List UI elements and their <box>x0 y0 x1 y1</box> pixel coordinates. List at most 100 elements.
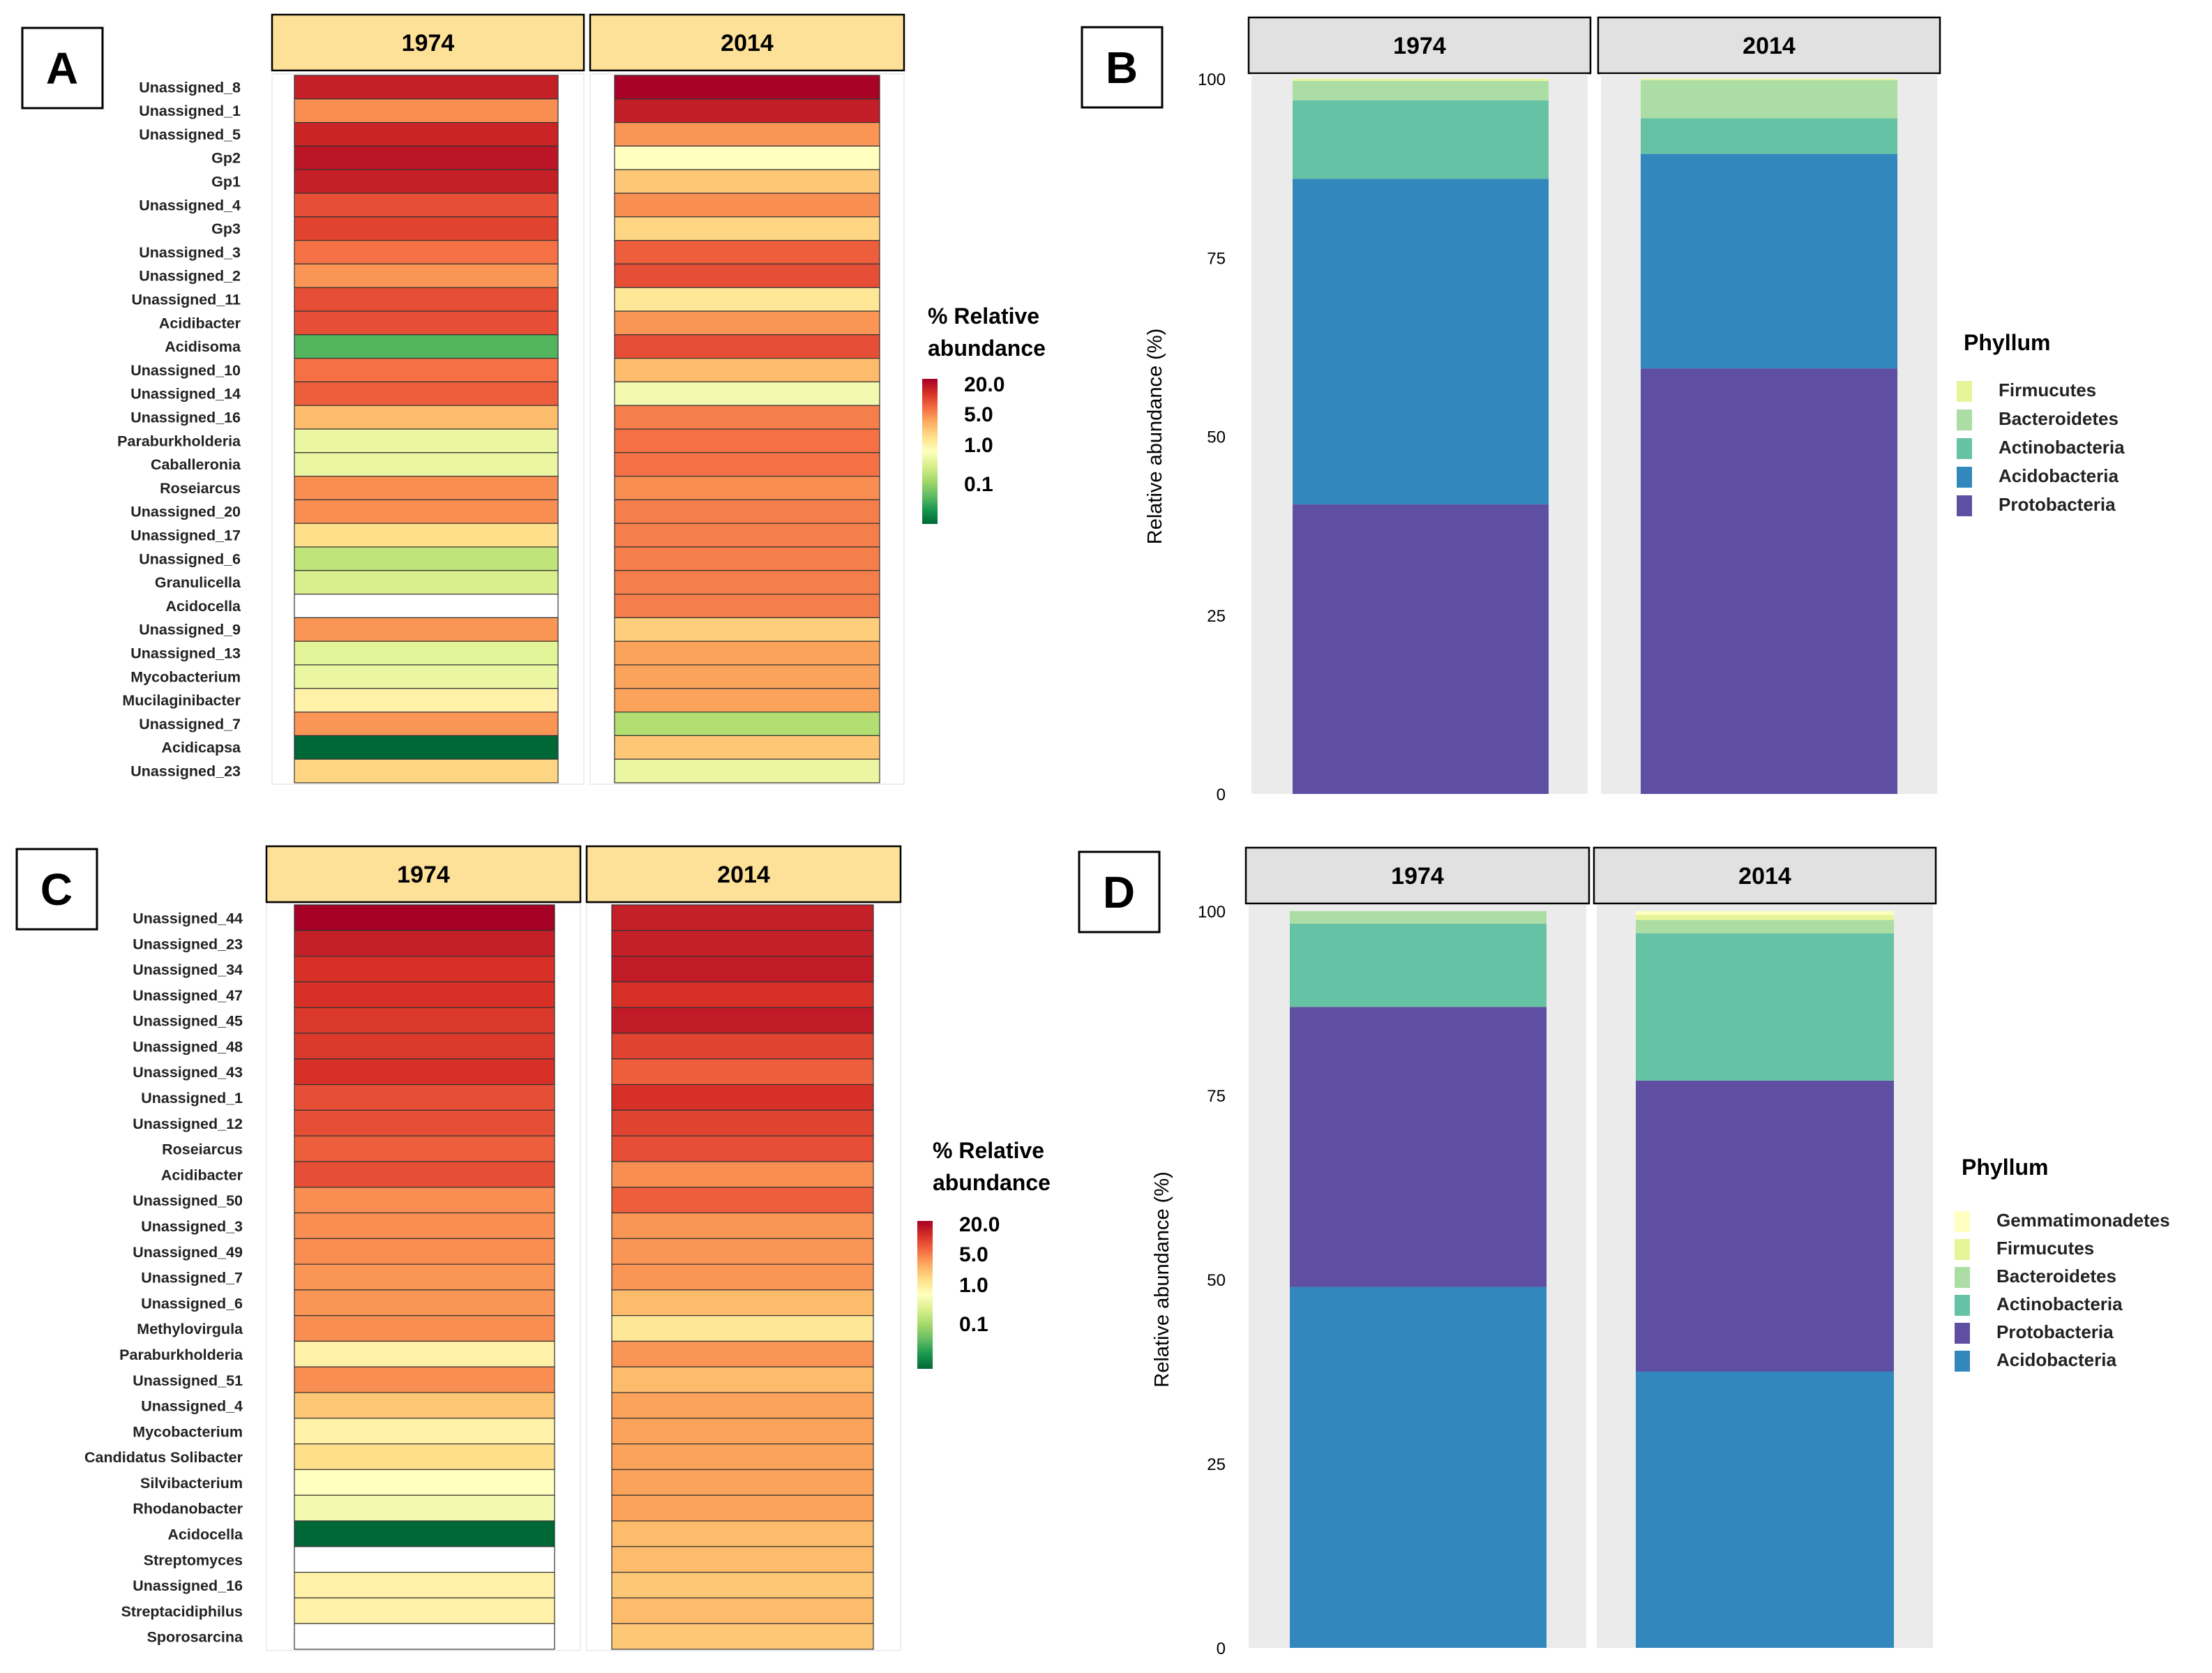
row-label: Unassigned_14 <box>130 386 241 403</box>
column-header-label: 1974 <box>402 30 455 57</box>
heatmap-panel-A: A 1974 2014 Unassigned_8 Unassigned_1 Unassig… <box>21 13 1046 785</box>
panel-letter: C <box>40 864 73 915</box>
row-label: Unassigned_47 <box>133 987 243 1004</box>
row-label: Unassigned_6 <box>141 1295 243 1312</box>
heatmap-cell <box>294 981 555 1008</box>
bar-segment-actinobacteria <box>1641 118 1897 154</box>
row-label: Roseiarcus <box>162 1141 243 1158</box>
heatmap-cell <box>614 428 880 453</box>
row-label: Gp2 <box>211 150 241 167</box>
legend-title: % Relative <box>933 1138 1044 1163</box>
heatmap-cell <box>294 1494 555 1522</box>
legend-swatch-bacteroidetes <box>1957 410 1972 430</box>
heatmap-cell <box>294 570 559 595</box>
heatmap-cell <box>611 1572 874 1599</box>
row-label: Streptacidiphilus <box>121 1603 243 1620</box>
heatmap-cell <box>294 193 559 218</box>
legend-title: abundance <box>928 336 1046 361</box>
panel-letter-box <box>21 27 104 110</box>
row-label: Acidocella <box>167 1526 243 1543</box>
row-label: Streptomyces <box>144 1552 243 1568</box>
panel-letter: A <box>46 43 78 93</box>
row-label: Mycobacterium <box>130 668 241 685</box>
row-label: Unassigned_43 <box>133 1064 243 1081</box>
row-label: Mycobacterium <box>133 1423 243 1440</box>
heatmap-cell <box>614 570 880 595</box>
heatmap-cell <box>294 357 559 382</box>
heatmap-cell <box>294 475 559 500</box>
y-tick-label: 75 <box>1207 1087 1226 1106</box>
y-tick-label: 75 <box>1207 249 1226 268</box>
heatmap-cell <box>294 546 559 571</box>
row-label: Unassigned_48 <box>133 1038 243 1055</box>
row-label: Gp3 <box>211 220 241 237</box>
row-label: Unassigned_23 <box>133 936 243 952</box>
row-label: Unassigned_23 <box>130 763 241 780</box>
heatmap-cell <box>294 1187 555 1214</box>
row-label: Silvibacterium <box>140 1475 243 1492</box>
row-label: Unassigned_10 <box>130 362 241 379</box>
column-header-2014 <box>585 845 902 903</box>
heatmap-cell <box>294 334 559 359</box>
row-label: Unassigned_4 <box>141 1398 243 1415</box>
heatmap-cell <box>611 955 874 982</box>
heatmap-cell <box>614 75 880 100</box>
heatmap-cell <box>611 1392 874 1419</box>
heatmap-cell <box>294 1597 555 1624</box>
panel-letter: B <box>1106 43 1138 93</box>
row-label: Unassigned_13 <box>130 645 241 662</box>
facet-header-label: 2014 <box>1738 863 1791 890</box>
row-label: Acidibacter <box>159 315 241 331</box>
heatmap-cell <box>614 452 880 477</box>
heatmap-cell <box>611 1263 874 1291</box>
heatmap-cell <box>611 1340 874 1367</box>
panel-letter-box <box>15 848 98 931</box>
bar-segment-acidobacteria <box>1290 1286 1547 1648</box>
bar-segment-acidobacteria <box>1636 1372 1894 1648</box>
heatmap-cell <box>611 1366 874 1393</box>
heatmap-cell <box>294 617 559 642</box>
heatmap-cell <box>294 1572 555 1599</box>
row-label: Acidocella <box>165 598 241 615</box>
row-label: Acidibacter <box>161 1166 243 1183</box>
heatmap-cell <box>294 405 559 430</box>
row-label: Unassigned_3 <box>141 1218 243 1235</box>
heatmap-cell <box>611 1161 874 1188</box>
heatmap-cell <box>611 1007 874 1034</box>
heatmap-cell <box>614 664 880 689</box>
bar-segment-protobacteria <box>1636 1080 1894 1372</box>
row-label: Unassigned_20 <box>130 504 241 520</box>
y-tick-label: 0 <box>1217 786 1226 804</box>
y-axis-label: Relative abundance (%) <box>1144 329 1166 545</box>
bar-segment-acidobacteria <box>1641 153 1897 369</box>
heatmap-cell <box>294 1418 555 1445</box>
legend-tick-label: 1.0 <box>959 1274 988 1297</box>
heatmap-cell <box>611 1469 874 1496</box>
legend-tick-label: 5.0 <box>959 1243 988 1266</box>
legend-item-label: Bacteroidetes <box>1996 1266 2116 1286</box>
heatmap-cell <box>294 664 559 689</box>
legend-tick-label: 20.0 <box>959 1213 1000 1236</box>
legend-swatch-firmucutes <box>1955 1239 1970 1260</box>
bar-segment-firmucutes <box>1641 79 1897 81</box>
heatmap-cell <box>614 122 880 147</box>
heatmap-cell <box>614 310 880 336</box>
heatmap-cell <box>294 381 559 406</box>
heatmap-cell <box>614 711 880 736</box>
heatmap-cell <box>614 546 880 571</box>
heatmap-cell <box>614 216 880 241</box>
heatmap-cell <box>614 357 880 382</box>
heatmap-cell <box>611 1212 874 1239</box>
heatmap-cell <box>294 1135 555 1162</box>
y-tick-label: 0 <box>1217 1640 1226 1658</box>
heatmap-cell <box>294 1315 555 1342</box>
y-tick-label: 25 <box>1207 1455 1226 1474</box>
legend-title: Phyllum <box>1962 1155 2048 1180</box>
legend-title: % Relative <box>928 303 1039 329</box>
heatmap-cell <box>614 523 880 548</box>
row-label: Unassigned_12 <box>133 1116 243 1132</box>
legend-item-label: Acidobacteria <box>1999 465 2119 486</box>
row-label: Unassigned_17 <box>130 527 241 544</box>
y-tick-label: 25 <box>1207 607 1226 626</box>
facet-header-label: 2014 <box>1743 33 1796 59</box>
